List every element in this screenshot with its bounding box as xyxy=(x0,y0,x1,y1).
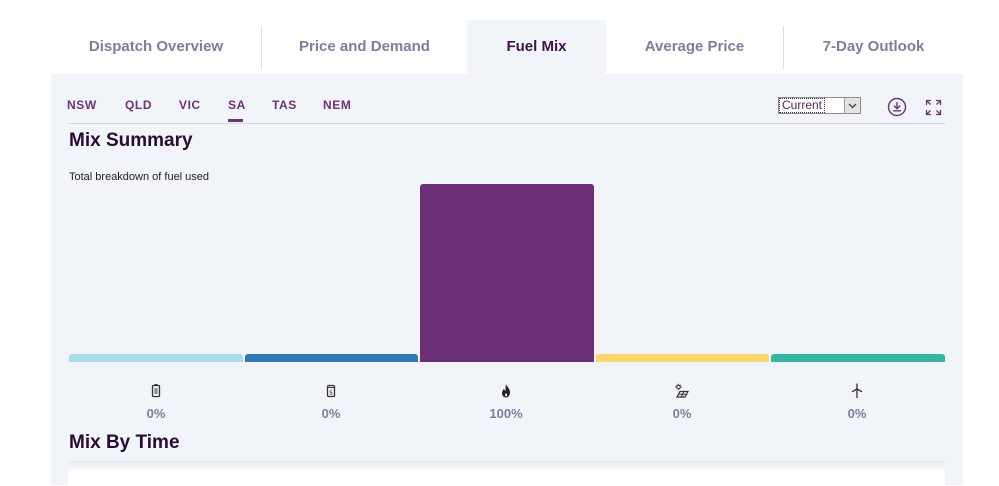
tab-bar: Dispatch Overview Price and Demand Fuel … xyxy=(51,20,963,74)
fuel-item-liquid-fuel: $ 0% xyxy=(301,383,361,421)
tab-fuel-mix[interactable]: Fuel Mix xyxy=(467,20,606,74)
region-tab-qld[interactable]: QLD xyxy=(125,98,153,112)
fuel-percent: 0% xyxy=(847,406,867,421)
battery-icon xyxy=(148,383,164,399)
tab-dispatch-overview[interactable]: Dispatch Overview xyxy=(88,38,224,55)
fuel-bar-wind[interactable] xyxy=(771,354,945,362)
region-tab-tas[interactable]: TAS xyxy=(272,98,297,112)
mix-by-time-title: Mix By Time xyxy=(69,432,180,453)
region-tab-sa[interactable]: SA xyxy=(228,98,246,112)
mix-by-time-chart-area xyxy=(68,461,945,486)
fuel-bar-gas[interactable] xyxy=(420,184,594,362)
active-region-indicator xyxy=(228,119,243,122)
mix-summary-title: Mix Summary xyxy=(69,130,193,151)
tab-price-and-demand[interactable]: Price and Demand xyxy=(299,38,430,55)
svg-text:$: $ xyxy=(329,390,333,397)
mix-summary-subtitle: Total breakdown of fuel used xyxy=(69,171,210,183)
tab-7-day-outlook[interactable]: 7-Day Outlook xyxy=(822,38,925,55)
fuel-percent: 100% xyxy=(489,406,523,421)
fuel-item-gas: 100% xyxy=(476,383,536,421)
period-select-value: Current xyxy=(778,98,826,113)
flame-icon xyxy=(498,383,514,399)
fuel-bar-solar[interactable] xyxy=(595,354,770,362)
region-divider xyxy=(68,123,945,124)
fuel-percent: 0% xyxy=(672,406,692,421)
fuel-item-wind: 0% xyxy=(827,383,887,421)
fuel-mix-chart xyxy=(69,184,945,362)
download-icon[interactable] xyxy=(887,97,907,122)
fuel-item-battery: 0% xyxy=(126,383,186,421)
tab-average-price[interactable]: Average Price xyxy=(644,38,745,55)
period-select[interactable]: Current xyxy=(778,97,861,114)
tab-divider xyxy=(261,26,262,69)
expand-icon[interactable] xyxy=(925,99,942,121)
fuel-item-solar: 0% xyxy=(652,383,712,421)
tab-divider xyxy=(783,26,784,69)
solar-icon xyxy=(674,383,690,399)
chevron-down-icon[interactable] xyxy=(844,98,860,113)
wind-turbine-icon xyxy=(849,383,865,399)
fuel-bar-liquid-fuel[interactable] xyxy=(244,354,419,362)
region-tab-nem[interactable]: NEM xyxy=(323,98,352,112)
fuel-canister-icon: $ xyxy=(323,383,339,399)
fuel-percent: 0% xyxy=(321,406,341,421)
region-tab-nsw[interactable]: NSW xyxy=(67,98,97,112)
fuel-percent: 0% xyxy=(146,406,166,421)
region-tab-vic[interactable]: VIC xyxy=(179,98,201,112)
fuel-bar-battery[interactable] xyxy=(69,354,243,362)
